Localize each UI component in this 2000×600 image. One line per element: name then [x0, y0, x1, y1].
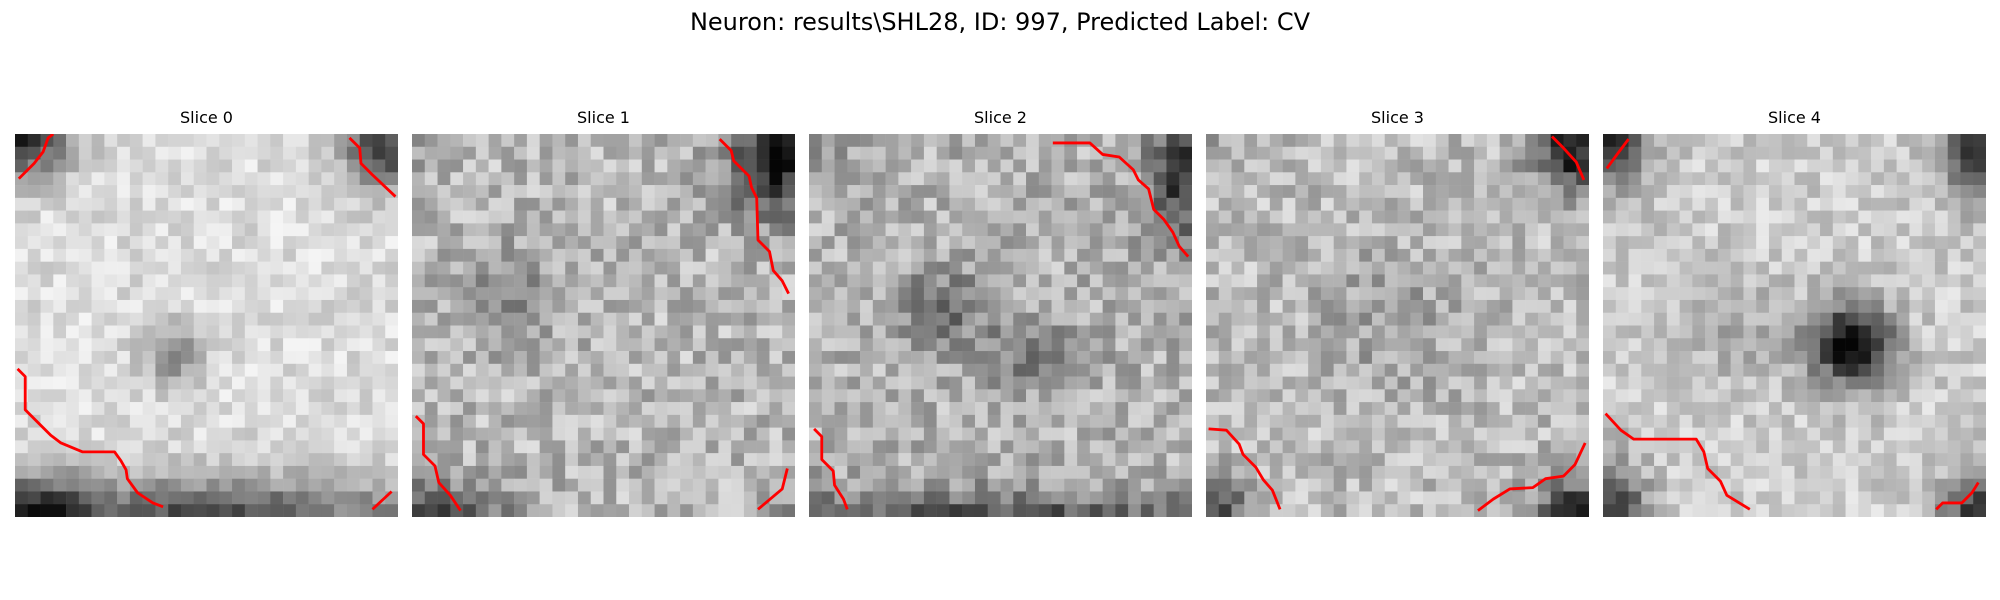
slice-image-2	[809, 134, 1192, 517]
slice-title-2: Slice 2	[974, 108, 1027, 127]
slice-panel-1: Slice 1	[412, 108, 795, 517]
figure-title: Neuron: results\SHL28, ID: 997, Predicte…	[689, 8, 1311, 36]
contour-line	[1605, 138, 1630, 170]
contour-line	[1604, 412, 1751, 511]
contour-line	[1477, 442, 1587, 512]
contour-line	[757, 468, 789, 511]
contour-line	[16, 367, 164, 509]
slice-image-1	[412, 134, 795, 517]
contour-line	[1052, 141, 1190, 258]
contour-line	[414, 415, 462, 512]
slice-image-0	[15, 134, 398, 517]
slice-panel-3: Slice 3	[1206, 108, 1589, 517]
slice-panel-2: Slice 2	[809, 108, 1192, 517]
slice-panel-0: Slice 0	[15, 108, 398, 517]
contour-line	[718, 138, 790, 295]
contour-line	[371, 490, 393, 511]
contour-line	[1208, 427, 1282, 510]
slice-title-3: Slice 3	[1371, 108, 1424, 127]
slice-panel-4: Slice 4	[1603, 108, 1986, 517]
slice-title-1: Slice 1	[577, 108, 630, 127]
slice-image-3	[1206, 134, 1589, 517]
contour-line	[1550, 135, 1586, 181]
contour-line	[1935, 481, 1980, 511]
slice-title-0: Slice 0	[180, 108, 233, 127]
contour-line	[348, 136, 397, 198]
slice-image-4	[1603, 134, 1986, 517]
contour-line	[17, 134, 55, 180]
slice-title-4: Slice 4	[1768, 108, 1821, 127]
contour-line	[813, 427, 849, 510]
